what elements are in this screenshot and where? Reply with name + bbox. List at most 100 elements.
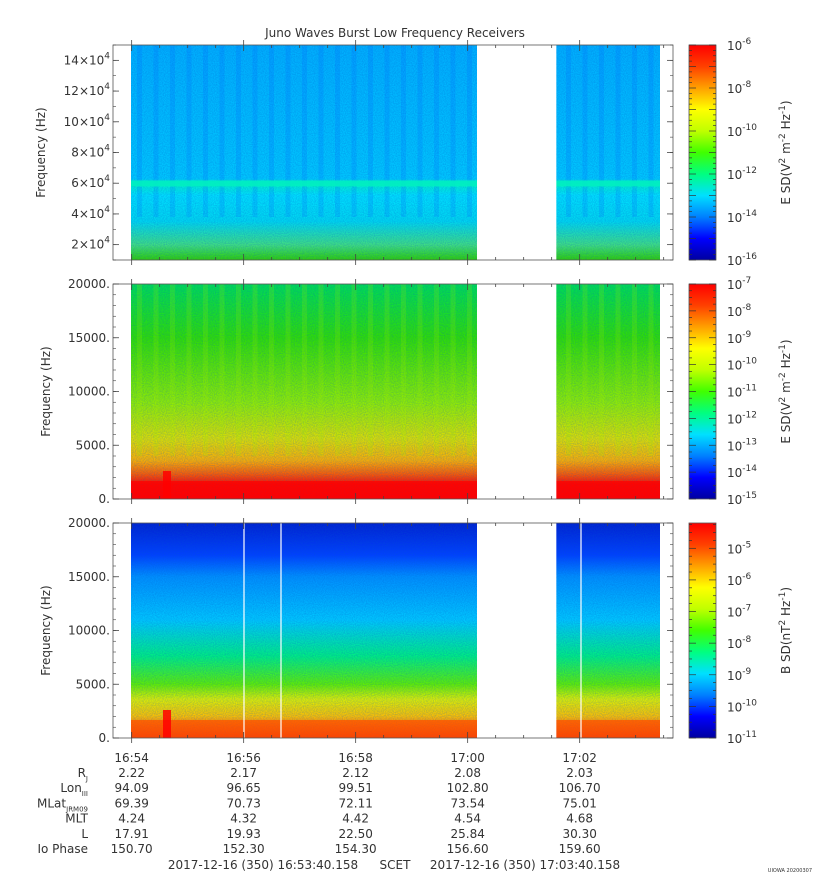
- ephemeris-value: 159.60: [559, 842, 601, 856]
- y-tick-label: 4×104: [71, 205, 110, 221]
- ephemeris-value: 4.54: [454, 812, 481, 826]
- colorbar: 10-7 10-8 10-9 10-10 10-11 10-12 10-13 10-14 10-…: [688, 276, 793, 507]
- ephemeris-value: 150.70: [111, 842, 153, 856]
- time-tick-label: 17:02: [562, 751, 597, 765]
- colorbar-tick-label: 10-6: [727, 572, 752, 588]
- colorbar-tick-label: 10-14: [727, 464, 757, 480]
- y-tick-label: 15000.: [68, 331, 110, 345]
- y-tick-label: 12×104: [64, 82, 111, 98]
- y-tick-label: 2×104: [71, 236, 110, 252]
- colorbar-tick-label: 10-10: [727, 123, 757, 139]
- colorbar-tick-label: 10-7: [727, 604, 751, 620]
- ephemeris-value: 154.30: [335, 842, 377, 856]
- y-tick-label: 10000.: [68, 385, 110, 399]
- colorbar-tick-label: 10-9: [727, 330, 752, 346]
- ephemeris-value: 4.32: [230, 812, 257, 826]
- ephemeris-value: 72.11: [338, 796, 372, 810]
- colorbar-label: E SD(V2 m-2 Hz-1): [778, 100, 793, 204]
- ephemeris-row: RJ 2.22 2.17 2.12 2.08 2.03: [78, 766, 593, 783]
- footer: 2017-12-16 (350) 16:53:40.158 SCET 2017-…: [168, 858, 812, 874]
- ephemeris-value: 25.84: [450, 827, 484, 841]
- ephemeris-value: 19.93: [226, 827, 260, 841]
- ephemeris-value: 106.70: [559, 781, 601, 795]
- ephemeris-value: 17.91: [114, 827, 148, 841]
- colorbar-tick-label: 10-15: [727, 491, 757, 507]
- ephemeris-value: 70.73: [226, 796, 260, 810]
- colorbar: 10-5 10-6 10-7 10-8 10-9 10-10 10-11 B SD(nT2 H…: [688, 522, 793, 746]
- ephemeris-value: 152.30: [223, 842, 265, 856]
- ephemeris-value: 4.24: [118, 812, 145, 826]
- time-tick-label: 16:56: [226, 751, 261, 765]
- spectrogram-image: [131, 284, 660, 499]
- spectrogram-image: [131, 45, 660, 260]
- ephemeris-value: 4.42: [342, 812, 369, 826]
- colorbar-tick-label: 10-10: [727, 357, 757, 373]
- data-gap: [477, 522, 557, 739]
- ephemeris-label: Io Phase: [37, 842, 88, 856]
- colorbar-tick-label: 10-16: [727, 252, 757, 268]
- y-tick-label: 10000.: [68, 624, 110, 638]
- footer-scet-label: SCET: [380, 858, 412, 872]
- footer-start-time: 2017-12-16 (350) 16:53:40.158: [168, 858, 358, 872]
- ephemeris-value: 75.01: [562, 796, 596, 810]
- ephemeris-label: L: [81, 827, 88, 841]
- ephemeris-label: MLatJRM09: [37, 796, 88, 813]
- y-tick-label: 6×104: [71, 174, 110, 190]
- colorbar-tick-label: 10-8: [727, 303, 752, 319]
- y-axis-label: Frequency (Hz): [34, 107, 48, 198]
- ephemeris-value: 102.80: [447, 781, 489, 795]
- colorbar-tick-label: 10-8: [727, 635, 752, 651]
- ephemeris-value: 94.09: [114, 781, 148, 795]
- colorbar-tick-label: 10-13: [727, 437, 757, 453]
- y-tick-label: 14×104: [64, 51, 111, 67]
- data-gap: [477, 44, 557, 261]
- ephemeris-row: LonIII 94.09 96.65 99.51 102.80 106.70: [60, 781, 600, 798]
- colorbar-tick-label: 10-14: [727, 209, 757, 225]
- y-tick-label: 10×104: [64, 113, 111, 129]
- footer-end-time: 2017-12-16 (350) 17:03:40.158: [430, 858, 620, 872]
- spectrogram-panels: 2×104 4×104 6×104 8×104 10×104 12×104 14×104 Fr…: [34, 37, 793, 746]
- data-gap: [477, 283, 557, 500]
- ephemeris-value: 96.65: [226, 781, 260, 795]
- spectrogram-image: [131, 523, 660, 738]
- colorbar-tick-label: 10-10: [727, 698, 757, 714]
- ephemeris-value: 2.17: [230, 766, 257, 780]
- colorbar-tick-label: 10-12: [727, 410, 757, 426]
- ephemeris-value: 156.60: [447, 842, 489, 856]
- ephemeris-value: 73.54: [450, 796, 484, 810]
- time-tick-label: 17:00: [450, 751, 485, 765]
- ephemeris-value: 2.22: [118, 766, 145, 780]
- ephemeris-value: 69.39: [114, 796, 148, 810]
- ephemeris-row: Io Phase 150.70 152.30 154.30 156.60 159.60: [37, 842, 600, 856]
- ephemeris-value: 4.68: [566, 812, 593, 826]
- colorbar-label: B SD(nT2 Hz-1): [778, 587, 793, 674]
- y-tick-label: 15000.: [68, 570, 110, 584]
- ephemeris-row: MLatJRM09 69.39 70.73 72.11 73.54 75.01: [37, 796, 597, 813]
- y-axis-label: Frequency (Hz): [39, 346, 53, 437]
- ephemeris-value: 2.03: [566, 766, 593, 780]
- y-tick-label: 20000.: [68, 277, 110, 291]
- colorbar: 10-6 10-8 10-10 10-12 10-14 10-16 E SD(V2 m-2 …: [688, 37, 793, 268]
- y-tick-label: 0.: [99, 492, 110, 506]
- ephemeris-label: RJ: [78, 766, 88, 783]
- ephemeris-value: 30.30: [562, 827, 596, 841]
- colorbar-tick-label: 10-12: [727, 166, 757, 182]
- figure-title: Juno Waves Burst Low Frequency Receivers: [264, 26, 525, 40]
- ephemeris-row: MLT 4.24 4.32 4.42 4.54 4.68: [65, 812, 593, 826]
- colorbar-tick-label: 10-11: [727, 384, 757, 400]
- ephemeris-table: RJ 2.22 2.17 2.12 2.08 2.03 LonIII 94.09 96.65 99…: [37, 766, 601, 856]
- panel-3: 0. 5000. 10000. 15000. 20000. Frequency (Hz) 1…: [39, 516, 793, 746]
- colorbar-tick-label: 10-7: [727, 276, 751, 292]
- colorbar-tick-label: 10-6: [727, 37, 752, 53]
- y-tick-label: 20000.: [68, 516, 110, 530]
- footer-credit: UIOWA 20200307: [768, 868, 812, 874]
- y-tick-label: 8×104: [71, 144, 110, 160]
- ephemeris-value: 2.12: [342, 766, 369, 780]
- ephemeris-value: 99.51: [338, 781, 372, 795]
- ephemeris-row: L 17.91 19.93 22.50 25.84 30.30: [81, 827, 597, 841]
- colorbar-label: E SD(V2 m-2 Hz-1): [778, 339, 793, 443]
- colorbar-tick-label: 10-8: [727, 80, 752, 96]
- ephemeris-label: LonIII: [60, 781, 88, 798]
- time-tick-label: 16:54: [114, 751, 149, 765]
